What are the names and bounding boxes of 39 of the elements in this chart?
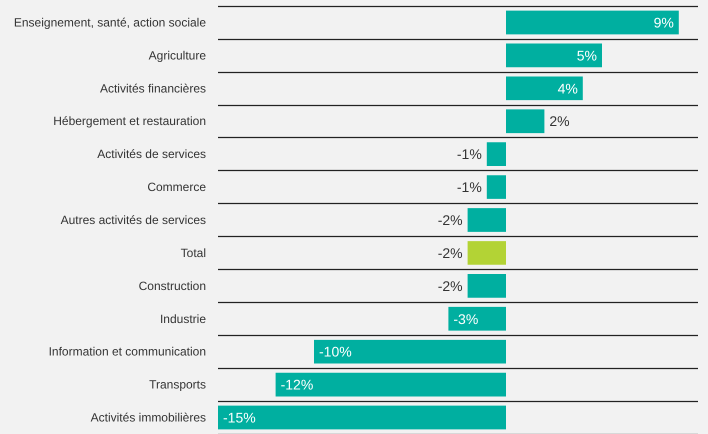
bar <box>506 76 583 100</box>
data-label: -1% <box>456 146 482 162</box>
data-label: 4% <box>558 80 578 96</box>
data-label: -12% <box>280 376 314 393</box>
data-label: -2% <box>438 278 463 294</box>
data-label: -15% <box>223 410 256 426</box>
y-tick-label: Autres activités de services <box>60 213 206 227</box>
bar <box>468 208 506 232</box>
data-label: -2% <box>438 244 463 261</box>
y-tick-label: Commerce <box>147 180 206 194</box>
bar <box>468 241 506 265</box>
y-tick-label: Enseignement, santé, action sociale <box>14 15 206 30</box>
bar <box>506 10 679 34</box>
data-label: -10% <box>319 344 352 360</box>
y-tick-label: Agriculture <box>148 48 206 62</box>
y-tick-label: Total <box>180 246 206 260</box>
y-tick-label: Hébergement et restauration <box>53 114 206 128</box>
y-tick-label: Transports <box>149 378 206 392</box>
y-tick-label: Industrie <box>160 312 206 326</box>
data-label: 2% <box>549 113 570 130</box>
bar <box>506 109 544 134</box>
y-tick-label: Activités financières <box>100 81 206 96</box>
data-label: 5% <box>576 47 597 64</box>
data-label: -2% <box>438 212 463 228</box>
bar <box>314 340 506 364</box>
bar <box>486 142 506 166</box>
bar <box>506 44 602 68</box>
data-label: -3% <box>453 310 478 327</box>
bar <box>468 274 506 298</box>
bar <box>448 306 506 331</box>
y-tick-label: Activités de services <box>97 147 206 162</box>
y-tick-label: Construction <box>138 278 206 293</box>
bar <box>218 406 506 430</box>
data-label: -1% <box>456 179 482 196</box>
y-tick-label: Activités immobilières <box>90 410 206 425</box>
bar <box>276 372 506 396</box>
data-label: 9% <box>654 14 674 30</box>
bar <box>486 175 506 199</box>
y-tick-label: Information et communication <box>48 344 206 359</box>
